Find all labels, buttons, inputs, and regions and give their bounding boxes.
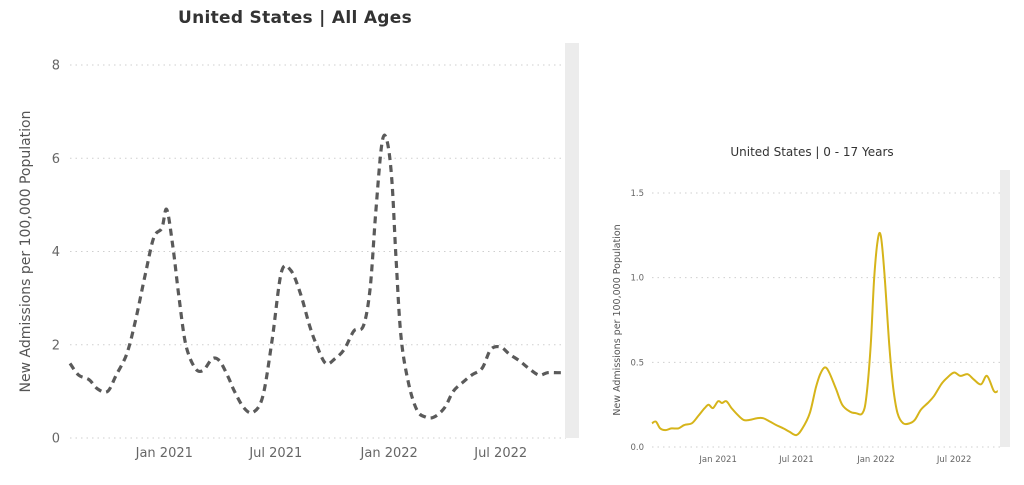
x-tick-label: Jul 2021 bbox=[778, 455, 814, 465]
scrollbar-track bbox=[565, 43, 579, 438]
chart-title: United States | 0 - 17 Years bbox=[730, 145, 894, 159]
y-tick-label: 0.0 bbox=[630, 443, 644, 453]
x-tick-label: Jan 2021 bbox=[135, 446, 193, 461]
x-tick-label: Jan 2021 bbox=[698, 455, 736, 465]
series-line bbox=[68, 133, 563, 420]
x-tick-label: Jan 2022 bbox=[856, 455, 894, 465]
y-tick-label: 6 bbox=[52, 152, 60, 167]
x-tick-label: Jan 2022 bbox=[360, 446, 418, 461]
y-tick-label: 1.0 bbox=[630, 274, 644, 284]
chart-panel-0-17-years: United States | 0 - 17 Years 0.0 0.5 1.0 1.… bbox=[600, 0, 1024, 485]
x-tick-label: Jul 2021 bbox=[248, 446, 302, 461]
x-tick-label: Jul 2022 bbox=[936, 455, 972, 465]
y-axis-label: New Admissions per 100,000 Population bbox=[18, 111, 34, 393]
line-chart-0-17-years[interactable]: 0.0 0.5 1.0 1.5 Jan 2021 Jul 2021 Jan 2022 Jul … bbox=[600, 0, 1024, 485]
y-tick-label: 1.5 bbox=[630, 189, 644, 199]
x-tick-label: Jul 2022 bbox=[473, 446, 527, 461]
y-tick-label: 0.5 bbox=[630, 358, 644, 368]
y-axis-label: New Admissions per 100,000 Population bbox=[612, 224, 623, 415]
y-tick-label: 0 bbox=[52, 432, 60, 447]
scrollbar-track bbox=[1000, 170, 1010, 447]
y-tick-label: 4 bbox=[52, 245, 60, 260]
y-tick-label: 2 bbox=[52, 338, 60, 353]
chart-panel-all-ages: United States | All Ages 0 2 4 6 8 Jan 2021 Ju… bbox=[0, 0, 590, 485]
line-chart-all-ages[interactable]: 0 2 4 6 8 Jan 2021 Jul 2021 Jan 2022 Jul 2022 New… bbox=[0, 0, 590, 485]
series-line bbox=[651, 231, 999, 437]
chart-title: United States | All Ages bbox=[177, 8, 413, 28]
y-tick-label: 8 bbox=[52, 59, 60, 74]
